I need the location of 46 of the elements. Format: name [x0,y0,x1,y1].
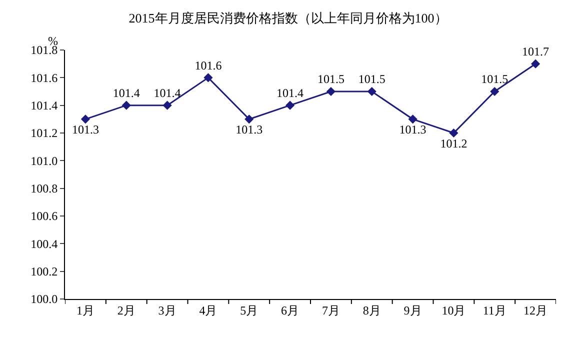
data-label: 101.7 [522,44,550,58]
data-label: 101.4 [276,86,304,100]
data-label: 101.3 [72,122,99,137]
data-label: 101.2 [440,136,468,150]
data-label: 101.5 [317,72,344,86]
x-tick-label: 1月 [76,303,94,318]
y-tick-label: 100.4 [30,236,58,251]
x-tick-label: 8月 [362,303,381,318]
point [162,100,172,110]
point [80,114,90,124]
point [449,128,458,138]
y-tick-label: 101.6 [30,70,58,85]
y-tick-label: 101.4 [30,98,58,113]
x-tick-label: 7月 [322,303,340,318]
x-tick-label: 12月 [524,303,548,318]
y-tick-label: 100.8 [30,182,58,196]
x-tick-label: 5月 [240,303,258,318]
point [122,100,131,110]
y-tick-label: 100.0 [30,292,58,306]
point [285,100,295,110]
point [490,86,500,96]
point [530,59,540,68]
point [204,73,213,82]
y-tick-label: 101.2 [30,126,58,140]
data-label: 101.6 [194,58,222,72]
x-tick-label: 9月 [404,303,422,318]
x-tick-label: 10月 [442,303,466,318]
chart-title: 2015年月度居民消费价格指数（以上年同月价格为100） [128,10,448,26]
y-tick-label: 100.2 [30,264,58,279]
point [326,86,336,96]
point [367,86,376,96]
data-label: 101.5 [358,72,386,86]
x-tick-label: 3月 [158,303,176,318]
x-tick-label: 11月 [482,303,506,318]
y-tick-label: 101.0 [30,154,58,168]
point [244,114,254,124]
point [408,114,418,124]
data-label: 101.4 [112,86,140,100]
data-label: 101.5 [481,72,508,86]
x-tick-label: 2月 [117,303,136,318]
data-label: 101.3 [399,122,426,137]
data-label: 101.4 [154,86,181,100]
data-label: 101.3 [236,122,263,137]
y-tick-label: 100.6 [30,209,58,224]
x-tick-label: 6月 [281,303,300,318]
x-tick-label: 4月 [199,303,218,318]
